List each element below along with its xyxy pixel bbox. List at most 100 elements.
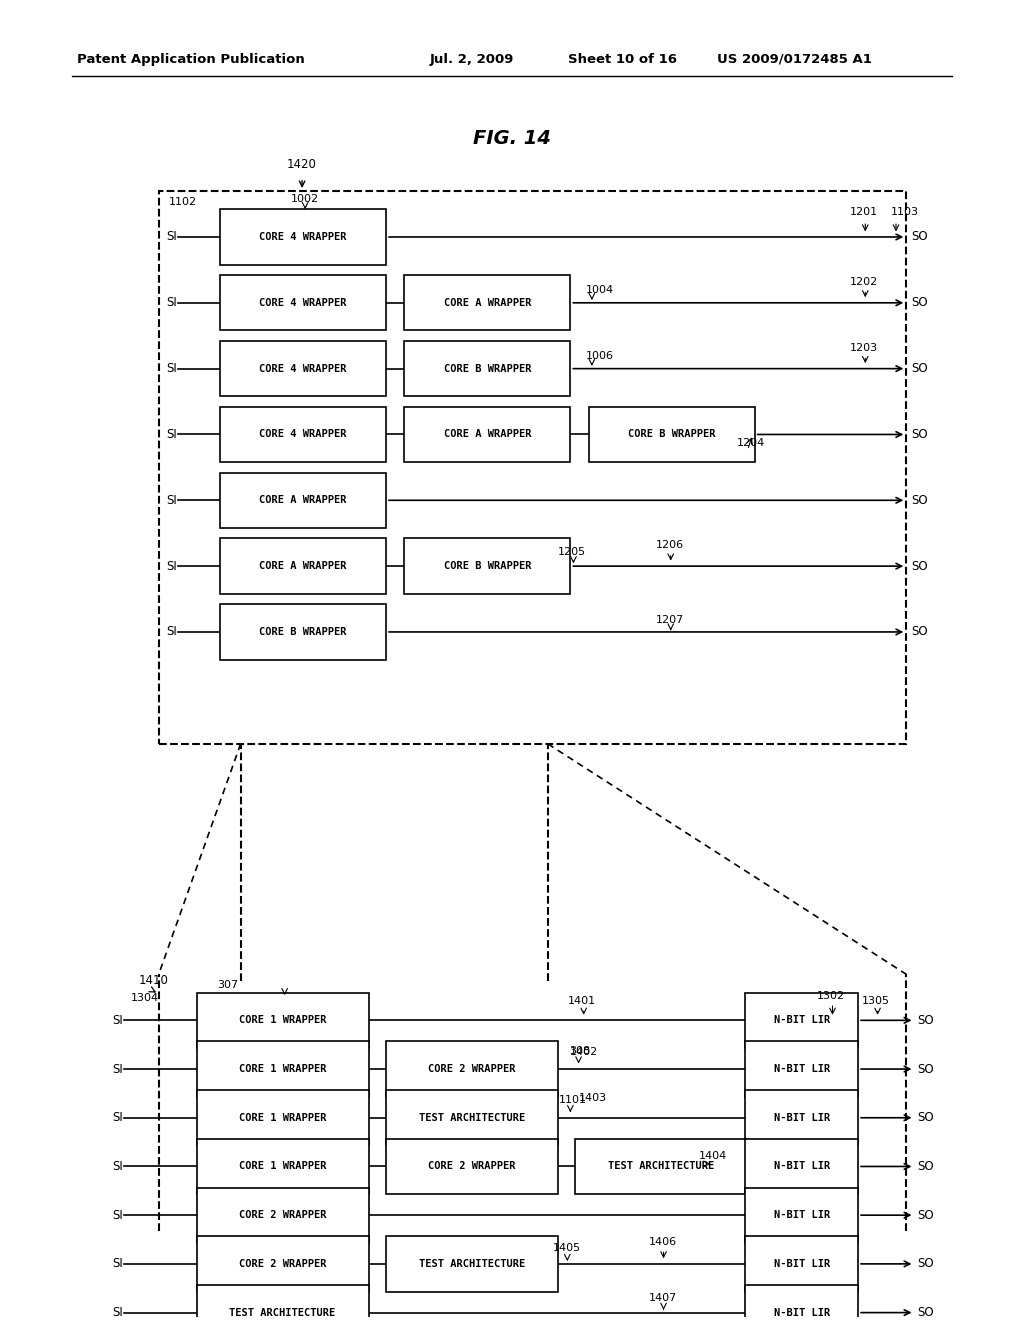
Text: CORE 1 WRAPPER: CORE 1 WRAPPER: [239, 1015, 327, 1026]
Text: 1401: 1401: [568, 995, 596, 1006]
Text: SO: SO: [911, 626, 928, 639]
Text: Jul. 2, 2009: Jul. 2, 2009: [430, 53, 514, 66]
FancyBboxPatch shape: [745, 1090, 858, 1146]
FancyBboxPatch shape: [220, 210, 386, 264]
Text: 308: 308: [569, 1045, 591, 1056]
FancyBboxPatch shape: [404, 341, 570, 396]
Text: CORE A WRAPPER: CORE A WRAPPER: [443, 298, 531, 308]
Text: Sheet 10 of 16: Sheet 10 of 16: [568, 53, 677, 66]
Text: SO: SO: [911, 296, 928, 309]
Text: CORE A WRAPPER: CORE A WRAPPER: [443, 429, 531, 440]
Text: SO: SO: [911, 494, 928, 507]
Text: SI: SI: [113, 1063, 123, 1076]
Text: N-BIT LIR: N-BIT LIR: [774, 1308, 829, 1317]
Text: SI: SI: [113, 1305, 123, 1319]
Text: SO: SO: [918, 1014, 934, 1027]
FancyBboxPatch shape: [404, 539, 570, 594]
Text: 1407: 1407: [649, 1294, 678, 1303]
Text: 1302: 1302: [817, 990, 845, 1001]
Text: 1202: 1202: [850, 277, 879, 286]
Text: 1102: 1102: [169, 197, 197, 207]
Text: SI: SI: [113, 1209, 123, 1222]
Text: 1304: 1304: [131, 993, 159, 1003]
Text: CORE 2 WRAPPER: CORE 2 WRAPPER: [239, 1210, 327, 1220]
Text: SO: SO: [918, 1209, 934, 1222]
FancyBboxPatch shape: [745, 993, 858, 1048]
FancyBboxPatch shape: [404, 275, 570, 330]
Text: CORE B WRAPPER: CORE B WRAPPER: [259, 627, 347, 638]
Text: SI: SI: [167, 231, 177, 243]
Text: N-BIT LIR: N-BIT LIR: [774, 1259, 829, 1269]
Text: 1405: 1405: [553, 1243, 581, 1254]
FancyBboxPatch shape: [404, 407, 570, 462]
Text: 1006: 1006: [586, 351, 613, 360]
Text: CORE A WRAPPER: CORE A WRAPPER: [259, 561, 347, 572]
FancyBboxPatch shape: [197, 1237, 369, 1291]
FancyBboxPatch shape: [220, 605, 386, 660]
Text: 1420: 1420: [287, 158, 317, 172]
FancyBboxPatch shape: [197, 1284, 369, 1320]
Text: SI: SI: [113, 1014, 123, 1027]
Text: N-BIT LIR: N-BIT LIR: [774, 1015, 829, 1026]
Text: CORE 1 WRAPPER: CORE 1 WRAPPER: [239, 1113, 327, 1123]
Text: N-BIT LIR: N-BIT LIR: [774, 1210, 829, 1220]
Text: 1410: 1410: [138, 974, 168, 987]
FancyBboxPatch shape: [745, 1284, 858, 1320]
Text: 1207: 1207: [655, 615, 684, 626]
Text: SI: SI: [113, 1258, 123, 1270]
FancyBboxPatch shape: [575, 1139, 748, 1195]
Text: CORE B WRAPPER: CORE B WRAPPER: [443, 561, 531, 572]
Text: SI: SI: [167, 494, 177, 507]
Text: CORE 4 WRAPPER: CORE 4 WRAPPER: [259, 298, 347, 308]
Text: SI: SI: [113, 1111, 123, 1125]
Text: 1101: 1101: [559, 1094, 587, 1105]
Text: SO: SO: [911, 231, 928, 243]
Text: N-BIT LIR: N-BIT LIR: [774, 1162, 829, 1171]
Text: SI: SI: [167, 362, 177, 375]
FancyBboxPatch shape: [220, 275, 386, 330]
Text: 1406: 1406: [649, 1237, 677, 1247]
Text: CORE A WRAPPER: CORE A WRAPPER: [259, 495, 347, 506]
Text: CORE 2 WRAPPER: CORE 2 WRAPPER: [428, 1064, 516, 1074]
FancyBboxPatch shape: [220, 539, 386, 594]
Text: SI: SI: [167, 428, 177, 441]
Text: TEST ARCHITECTURE: TEST ARCHITECTURE: [419, 1259, 525, 1269]
Text: 1203: 1203: [850, 343, 878, 352]
Text: CORE 4 WRAPPER: CORE 4 WRAPPER: [259, 232, 347, 242]
Text: SO: SO: [911, 560, 928, 573]
FancyBboxPatch shape: [197, 1041, 369, 1097]
Text: CORE 2 WRAPPER: CORE 2 WRAPPER: [428, 1162, 516, 1171]
FancyBboxPatch shape: [386, 1237, 558, 1291]
Text: 1402: 1402: [569, 1047, 598, 1057]
Text: SO: SO: [918, 1258, 934, 1270]
Text: SO: SO: [911, 362, 928, 375]
Text: SO: SO: [918, 1063, 934, 1076]
Text: 307: 307: [217, 979, 238, 990]
Text: Patent Application Publication: Patent Application Publication: [77, 53, 304, 66]
Text: 1404: 1404: [698, 1151, 727, 1162]
FancyBboxPatch shape: [197, 993, 369, 1048]
Text: SI: SI: [167, 296, 177, 309]
Text: SI: SI: [167, 560, 177, 573]
Text: 1206: 1206: [655, 540, 683, 550]
Text: SO: SO: [918, 1111, 934, 1125]
Text: SO: SO: [911, 428, 928, 441]
FancyBboxPatch shape: [386, 1041, 558, 1097]
FancyBboxPatch shape: [220, 473, 386, 528]
Text: CORE B WRAPPER: CORE B WRAPPER: [628, 429, 716, 440]
FancyBboxPatch shape: [745, 1041, 858, 1097]
FancyBboxPatch shape: [745, 1139, 858, 1195]
Text: CORE B WRAPPER: CORE B WRAPPER: [443, 363, 531, 374]
FancyBboxPatch shape: [220, 341, 386, 396]
Text: CORE 4 WRAPPER: CORE 4 WRAPPER: [259, 363, 347, 374]
Text: 1403: 1403: [579, 1093, 606, 1104]
Text: TEST ARCHITECTURE: TEST ARCHITECTURE: [608, 1162, 715, 1171]
FancyBboxPatch shape: [197, 1139, 369, 1195]
FancyBboxPatch shape: [745, 1237, 858, 1291]
Text: TEST ARCHITECTURE: TEST ARCHITECTURE: [419, 1113, 525, 1123]
FancyBboxPatch shape: [197, 1188, 369, 1243]
Text: CORE 4 WRAPPER: CORE 4 WRAPPER: [259, 429, 347, 440]
Text: 1004: 1004: [586, 285, 613, 294]
Text: 1201: 1201: [850, 207, 878, 218]
FancyBboxPatch shape: [197, 1090, 369, 1146]
